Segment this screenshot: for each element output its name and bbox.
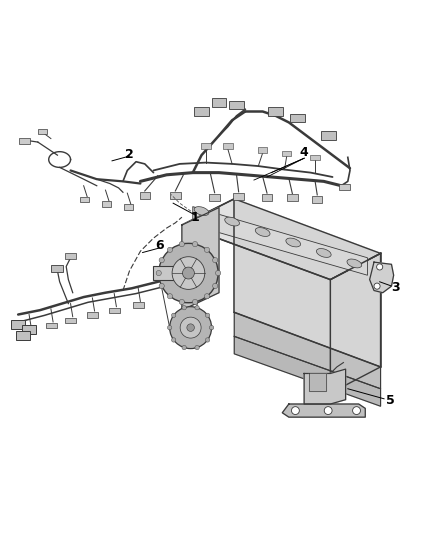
Ellipse shape — [286, 238, 300, 247]
Circle shape — [172, 257, 205, 289]
Polygon shape — [234, 312, 381, 389]
Text: 1: 1 — [191, 211, 199, 224]
FancyBboxPatch shape — [51, 265, 63, 272]
FancyBboxPatch shape — [102, 201, 111, 207]
Circle shape — [159, 257, 164, 263]
Circle shape — [179, 300, 184, 305]
Polygon shape — [370, 262, 394, 293]
Circle shape — [159, 284, 164, 288]
Polygon shape — [234, 199, 381, 367]
Circle shape — [212, 284, 218, 288]
FancyBboxPatch shape — [22, 326, 36, 334]
Polygon shape — [182, 199, 381, 280]
Circle shape — [192, 300, 198, 305]
FancyBboxPatch shape — [223, 143, 233, 149]
Ellipse shape — [316, 248, 331, 257]
FancyBboxPatch shape — [11, 320, 25, 329]
Ellipse shape — [255, 228, 270, 237]
FancyBboxPatch shape — [19, 138, 30, 144]
FancyBboxPatch shape — [109, 308, 120, 313]
Circle shape — [187, 324, 194, 332]
Circle shape — [215, 270, 221, 276]
FancyBboxPatch shape — [290, 114, 305, 123]
FancyBboxPatch shape — [212, 99, 226, 107]
FancyBboxPatch shape — [170, 192, 180, 199]
Circle shape — [205, 247, 209, 253]
FancyBboxPatch shape — [140, 192, 150, 199]
FancyBboxPatch shape — [65, 253, 76, 259]
FancyBboxPatch shape — [209, 193, 220, 200]
Circle shape — [212, 257, 218, 263]
Circle shape — [167, 294, 173, 299]
Ellipse shape — [194, 207, 209, 215]
FancyBboxPatch shape — [124, 204, 133, 210]
Circle shape — [159, 244, 218, 303]
Circle shape — [205, 294, 209, 299]
Circle shape — [170, 306, 212, 349]
Ellipse shape — [347, 259, 362, 268]
Circle shape — [324, 407, 332, 415]
Circle shape — [353, 407, 360, 415]
Circle shape — [195, 305, 199, 310]
Circle shape — [182, 345, 186, 350]
Polygon shape — [283, 404, 365, 417]
Circle shape — [205, 338, 210, 342]
FancyBboxPatch shape — [339, 184, 350, 190]
FancyBboxPatch shape — [282, 151, 291, 157]
Polygon shape — [308, 374, 326, 391]
Circle shape — [205, 313, 210, 318]
Circle shape — [374, 283, 380, 289]
FancyBboxPatch shape — [268, 107, 283, 116]
Polygon shape — [193, 207, 367, 275]
FancyBboxPatch shape — [152, 265, 178, 280]
FancyBboxPatch shape — [65, 318, 76, 323]
Ellipse shape — [225, 217, 240, 226]
FancyBboxPatch shape — [233, 193, 244, 200]
Text: 4: 4 — [300, 147, 308, 159]
FancyBboxPatch shape — [262, 194, 272, 201]
Polygon shape — [234, 336, 381, 406]
Circle shape — [167, 326, 172, 330]
Text: 5: 5 — [386, 394, 395, 407]
Text: 6: 6 — [156, 239, 164, 252]
FancyBboxPatch shape — [80, 197, 89, 203]
Text: 2: 2 — [125, 148, 134, 161]
FancyBboxPatch shape — [24, 328, 35, 334]
Circle shape — [156, 270, 161, 276]
Circle shape — [209, 326, 214, 330]
Circle shape — [182, 305, 186, 310]
Circle shape — [179, 241, 184, 247]
FancyBboxPatch shape — [310, 155, 320, 160]
FancyBboxPatch shape — [321, 131, 336, 140]
Circle shape — [172, 313, 176, 318]
Circle shape — [192, 241, 198, 247]
Circle shape — [167, 247, 173, 253]
Circle shape — [180, 317, 201, 338]
FancyBboxPatch shape — [15, 331, 29, 340]
Polygon shape — [182, 207, 219, 310]
Circle shape — [183, 267, 194, 279]
FancyBboxPatch shape — [258, 147, 268, 153]
FancyBboxPatch shape — [229, 101, 244, 109]
FancyBboxPatch shape — [287, 195, 297, 201]
Circle shape — [377, 264, 383, 270]
FancyBboxPatch shape — [87, 312, 98, 318]
FancyBboxPatch shape — [133, 302, 144, 308]
Circle shape — [291, 407, 299, 415]
FancyBboxPatch shape — [194, 107, 209, 116]
Polygon shape — [330, 253, 381, 393]
Text: 3: 3 — [392, 281, 400, 294]
FancyBboxPatch shape — [38, 128, 46, 134]
FancyBboxPatch shape — [312, 196, 322, 203]
Circle shape — [172, 338, 176, 342]
FancyBboxPatch shape — [201, 143, 211, 149]
FancyBboxPatch shape — [46, 323, 57, 328]
Polygon shape — [304, 369, 346, 404]
Circle shape — [195, 345, 199, 350]
